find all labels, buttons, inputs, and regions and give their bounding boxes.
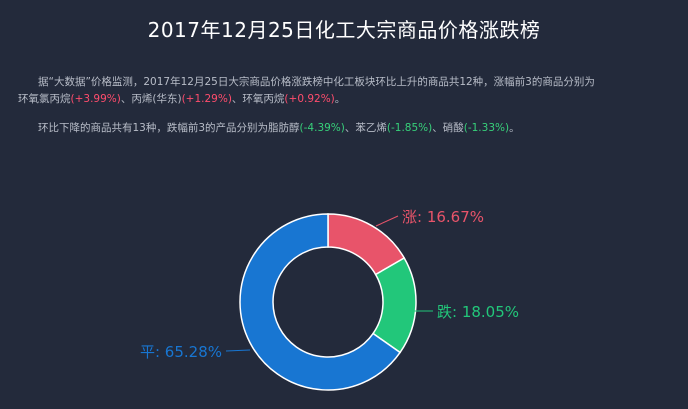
label-leader-line — [225, 349, 251, 352]
slice-label: 跌: 18.05% — [437, 303, 519, 321]
page-title: 2017年12月25日化工大宗商品价格涨跌榜 — [147, 18, 541, 42]
faller-change: (-1.85%) — [386, 122, 433, 134]
faller-change: (-1.33%) — [463, 122, 510, 134]
riser-change: (+3.99%) — [70, 93, 121, 105]
riser-change: (+0.92%) — [284, 93, 335, 105]
slice-label: 平: 65.28% — [140, 343, 222, 361]
summary-rise-intro: 据“大数据”价格监测，2017年12月25日大宗商品价格涨跌榜中化工板块环比上升… — [38, 76, 595, 88]
riser-change: (+1.29%) — [181, 93, 232, 105]
riser-name: 环氧氯丙烷 — [18, 93, 71, 105]
summary-top-risers: 环氧氯丙烷(+3.99%)、丙烯(华东)(+1.29%)、环氧丙烷(+0.92%… — [18, 93, 346, 105]
summary-paragraph-rise: 据“大数据”价格监测，2017年12月25日大宗商品价格涨跌榜中化工板块环比上升… — [18, 74, 678, 108]
faller-name: 硝酸 — [442, 122, 464, 134]
pie-slice-平 — [239, 213, 402, 391]
summary-paragraph-fall: 环比下降的商品共有13种，跌幅前3的产品分别为脂肪醇(-4.39%)、苯乙烯(-… — [18, 120, 678, 137]
fall-intro: 环比下降的商品共有13种，跌幅前3的产品分别为 — [38, 122, 269, 134]
label-leader-line — [375, 215, 399, 227]
riser-name: 丙烯(华东) — [131, 93, 182, 105]
faller-name: 脂肪醇 — [268, 122, 300, 134]
faller-name: 苯乙烯 — [355, 122, 387, 134]
riser-name: 环氧丙烷 — [242, 93, 285, 105]
faller-change: (-4.39%) — [299, 122, 345, 134]
slice-label: 涨: 16.67% — [402, 208, 484, 226]
summary-top-fallers: 环比下降的商品共有13种，跌幅前3的产品分别为脂肪醇(-4.39%)、苯乙烯(-… — [38, 122, 520, 134]
